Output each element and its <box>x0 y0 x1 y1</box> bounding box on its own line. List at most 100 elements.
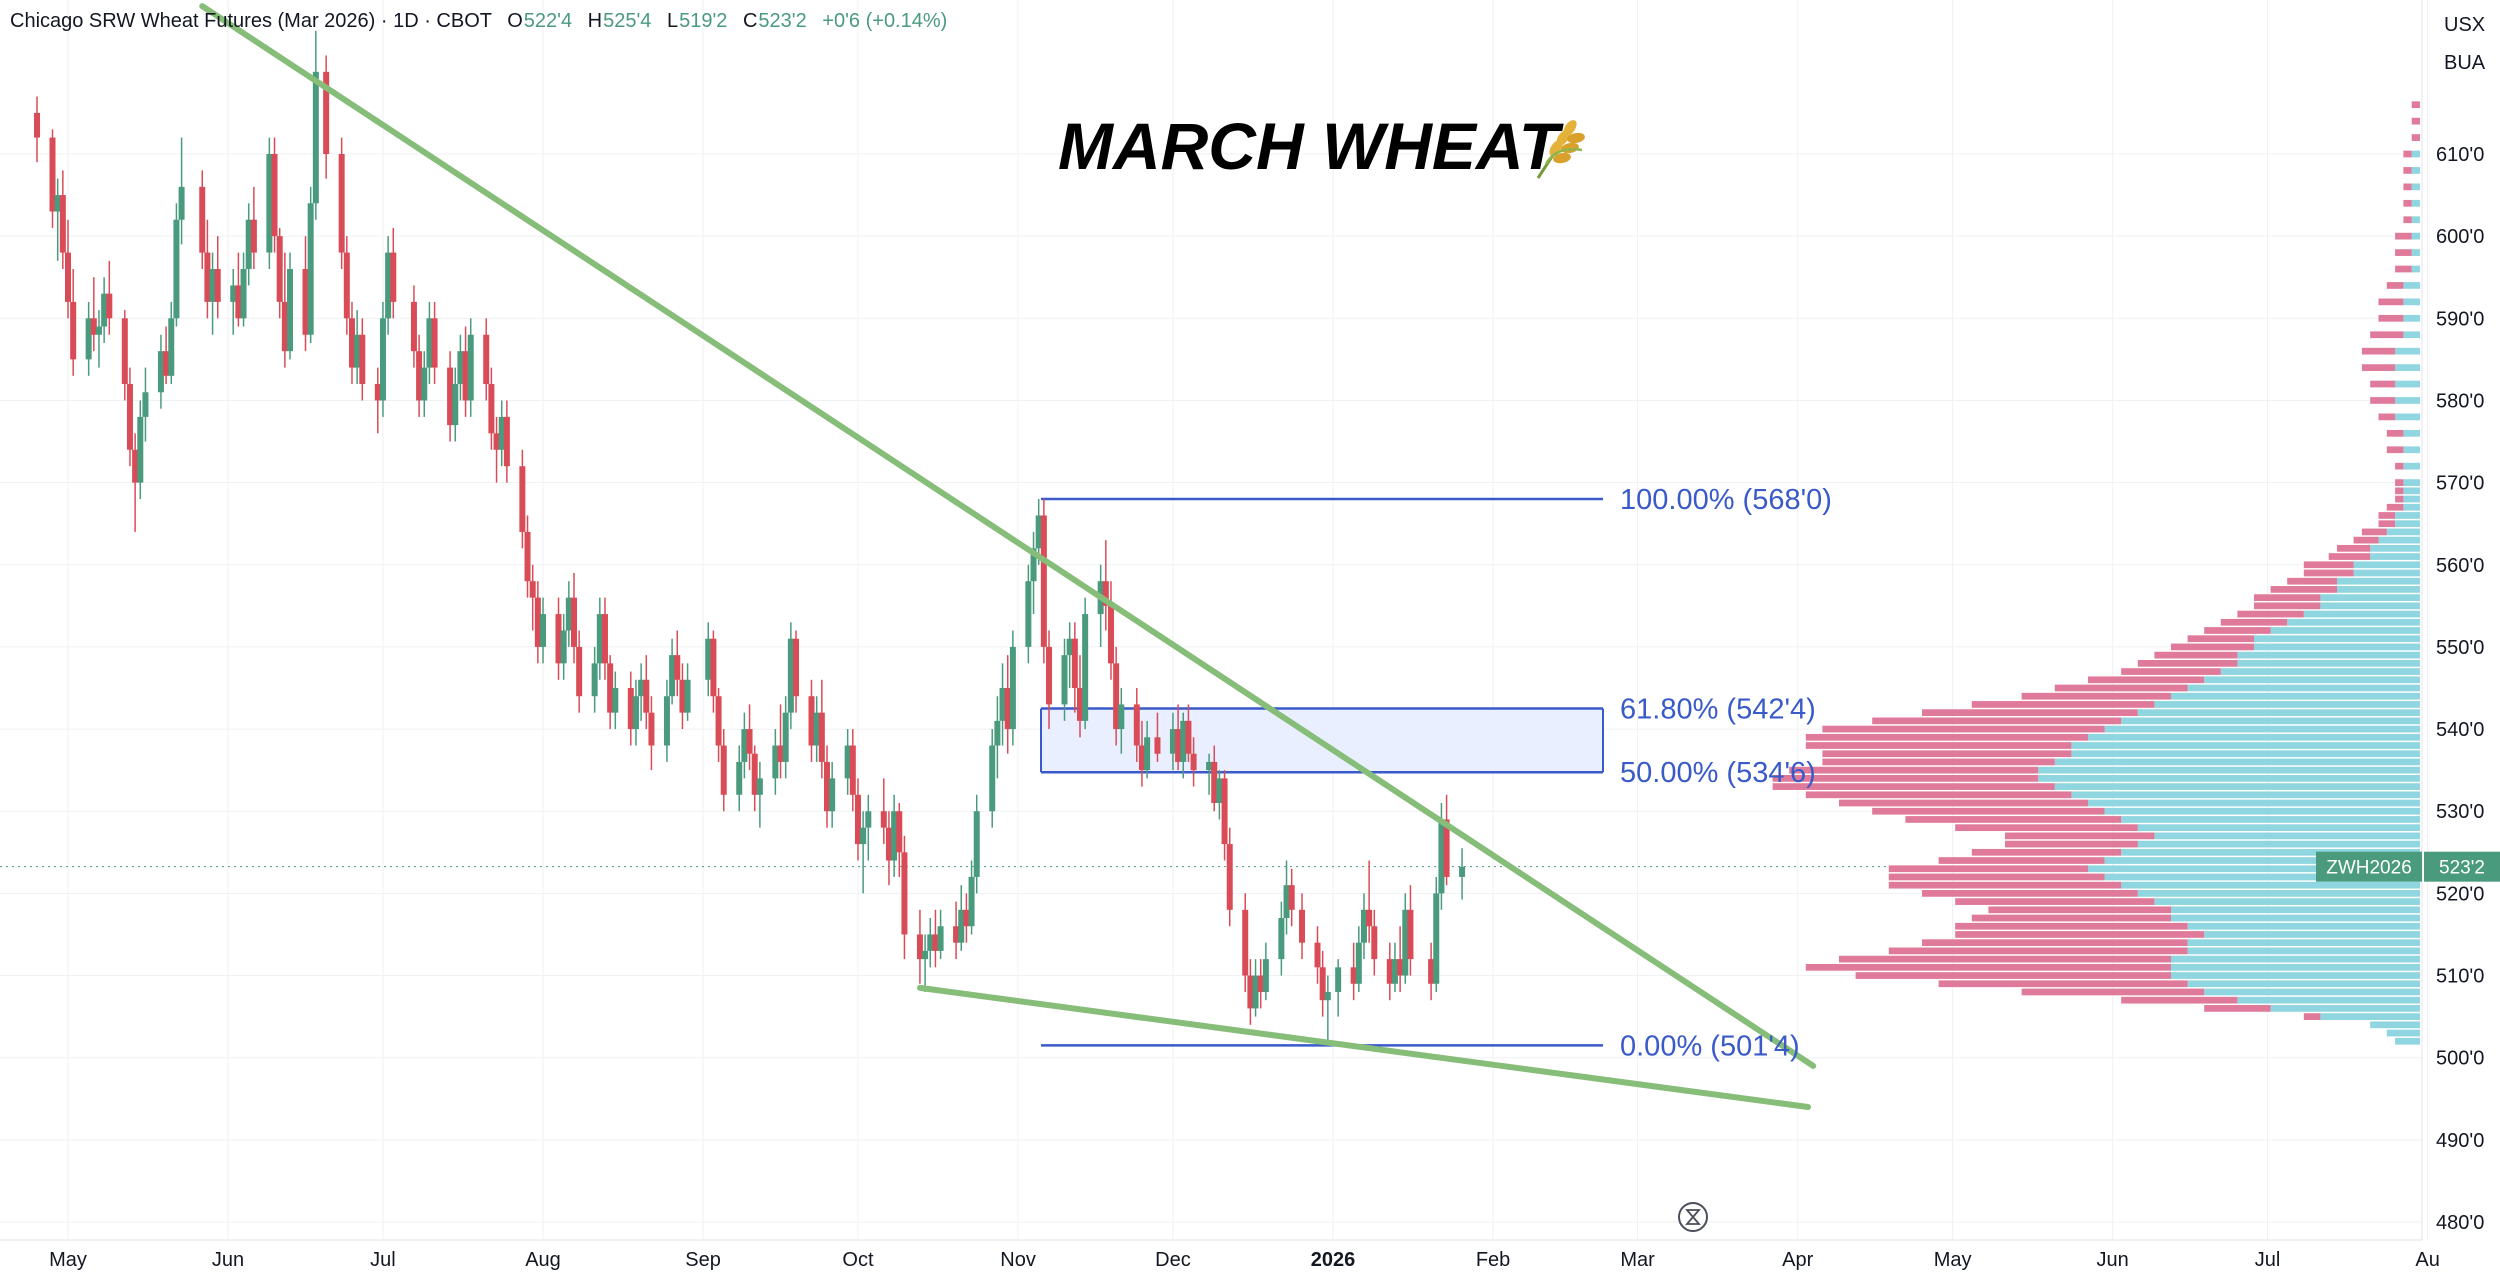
volume-bar-up <box>2104 873 2420 881</box>
candle-body <box>1221 778 1228 845</box>
volume-bar-down <box>2378 314 2404 322</box>
volume-bar-up <box>2395 512 2420 519</box>
volume-bar-up <box>2204 988 2420 996</box>
y-tick-label: 600'0 <box>2436 226 2484 248</box>
candle-body <box>1133 704 1140 746</box>
volume-bar-up <box>2403 462 2420 470</box>
volume-bar-down <box>2121 668 2221 675</box>
price-badge-label: 523'2 <box>2439 858 2485 879</box>
candle-body <box>736 761 743 795</box>
candle-body <box>157 351 164 393</box>
candle-body <box>235 285 242 319</box>
volume-bar-up <box>2054 758 2420 766</box>
candle-body <box>818 712 825 762</box>
y-tick-label: 550'0 <box>2436 637 2484 659</box>
replay-icon[interactable] <box>1676 1200 1710 1234</box>
candle-body <box>374 384 381 401</box>
candle-body <box>596 614 603 664</box>
volume-bar-down <box>2395 249 2412 256</box>
volume-bar-up <box>2403 446 2420 454</box>
candle-body <box>720 745 727 795</box>
volume-bar-up <box>2187 947 2420 955</box>
volume-bar-down <box>2088 676 2205 684</box>
volume-bar-down <box>1938 980 2188 988</box>
candle-body <box>1402 909 1409 976</box>
volume-bar-down <box>2386 503 2404 511</box>
volume-bar-down <box>1888 947 2188 955</box>
volume-bar-down <box>2054 684 2188 692</box>
candle-body <box>1257 975 1264 992</box>
symbol-description: Chicago SRW Wheat Futures (Mar 2026) · 1… <box>10 10 492 32</box>
candle-body <box>1009 646 1016 730</box>
volume-bar-down <box>1772 775 2039 782</box>
volume-bar-up <box>2411 265 2420 273</box>
candle-body <box>276 236 283 302</box>
volume-bar-down <box>2337 544 2371 552</box>
x-tick-label: Apr <box>1782 1249 1813 1271</box>
volume-bar-down <box>1822 758 2055 766</box>
x-tick-label: Sep <box>685 1249 721 1271</box>
candle-body <box>891 811 898 861</box>
candle-body <box>204 252 211 302</box>
volume-bar-down <box>2361 528 2387 536</box>
candle-body <box>958 909 965 943</box>
candle-body <box>524 531 531 582</box>
candle-body <box>772 745 779 779</box>
y-tick-label: 580'0 <box>2436 390 2484 412</box>
candle-body <box>498 416 505 450</box>
volume-bar-up <box>2104 725 2420 733</box>
candle-body <box>519 466 526 532</box>
change-value: +0'6 (+0.14%) <box>822 10 948 32</box>
volume-bar-up <box>2395 380 2420 388</box>
candle-body <box>529 581 536 598</box>
volume-bar-down <box>2395 265 2412 273</box>
candle-body <box>1242 909 1249 976</box>
candle-body <box>715 696 722 746</box>
volume-bar-down <box>2220 618 2288 626</box>
candle-body <box>627 688 634 730</box>
candle-body <box>849 745 856 795</box>
volume-bar-up <box>2254 643 2420 651</box>
candle-body <box>1154 737 1161 754</box>
candle-body <box>452 384 459 426</box>
close-value: 523'2 <box>758 10 807 32</box>
candle-body <box>348 318 355 368</box>
volume-bar-down <box>2386 282 2404 289</box>
candle-body <box>1324 991 1331 1001</box>
candle-body <box>782 712 789 762</box>
high-value: 525'4 <box>603 10 652 32</box>
y-tick-label: 530'0 <box>2436 801 2484 823</box>
currency-unit: USX <box>2444 14 2486 36</box>
volume-bar-down <box>2370 331 2404 339</box>
candle-body <box>710 638 717 697</box>
candle-body <box>1071 638 1078 688</box>
volume-bar-up <box>2320 1013 2420 1020</box>
volume-bar-up <box>2171 963 2420 971</box>
volume-bar-down <box>2171 643 2254 651</box>
candle-body <box>245 219 252 270</box>
candle-body <box>880 811 887 828</box>
candle-body <box>1046 646 1053 705</box>
high-key: H <box>587 10 603 32</box>
volume-bar-up <box>2171 914 2420 922</box>
fib-level-label: 100.00% (568'0) <box>1620 484 1832 516</box>
candle-body <box>493 433 500 450</box>
candle-body <box>560 630 567 664</box>
candle-body <box>1138 745 1145 771</box>
volume-bar-up <box>2154 832 2420 840</box>
volume-bar-up <box>2237 651 2420 659</box>
x-tick-label: Oct <box>842 1249 874 1271</box>
volume-bar-up <box>2411 249 2420 256</box>
volume-bar-down <box>2395 487 2404 495</box>
volume-bar-up <box>2071 791 2420 799</box>
candle-body <box>483 334 490 385</box>
volume-bar-down <box>2303 1013 2321 1020</box>
volume-bar-down <box>2386 429 2404 437</box>
candle-body <box>1113 663 1120 730</box>
close-key: C <box>742 10 758 32</box>
fib-level-label: 50.00% (534'6) <box>1620 757 1816 789</box>
candle-body <box>932 934 939 951</box>
volume-bar-down <box>2361 347 2396 355</box>
